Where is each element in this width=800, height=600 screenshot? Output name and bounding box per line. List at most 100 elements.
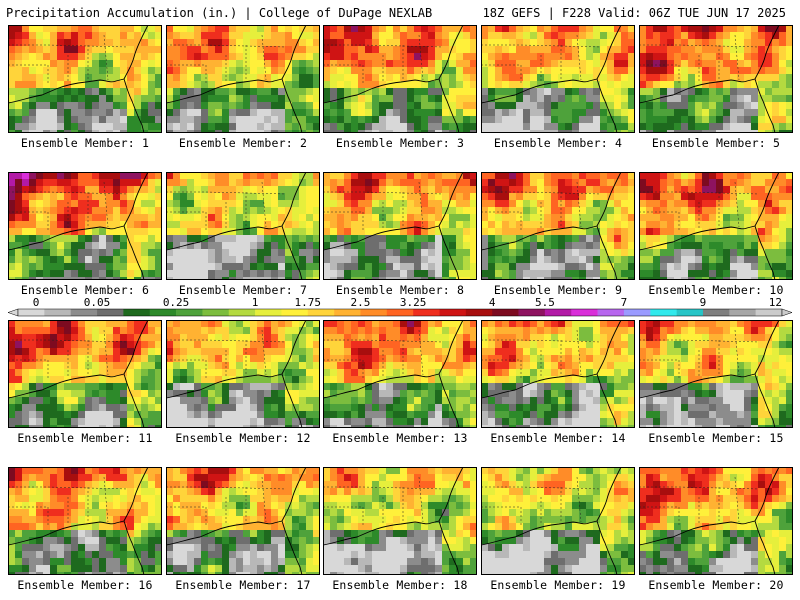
ensemble-member-panel: Ensemble Member: 15: [639, 320, 793, 445]
ensemble-member-panel: Ensemble Member: 13: [323, 320, 477, 445]
panel-frame: [481, 467, 635, 575]
state-borders: [639, 329, 760, 380]
ensemble-member-label: Ensemble Member: 13: [332, 431, 468, 445]
state-borders: [323, 34, 444, 85]
panel-frame: [639, 320, 793, 428]
colorbar-swatch: [360, 309, 388, 316]
precipitation-map: [481, 320, 635, 428]
coastline: [639, 467, 780, 575]
coastline: [639, 320, 780, 428]
state-borders: [481, 181, 602, 232]
colorbar-swatch: [465, 309, 493, 316]
precipitation-field: [639, 320, 793, 428]
precipitation-map: [8, 25, 162, 133]
precipitation-map: [481, 172, 635, 280]
ensemble-member-panel: Ensemble Member: 10: [639, 172, 793, 297]
state-borders: [323, 181, 444, 232]
panel-frame: [481, 172, 635, 280]
ensemble-member-panel: Ensemble Member: 8: [323, 172, 477, 297]
ensemble-member-panel: Ensemble Member: 3: [323, 25, 477, 150]
colorbar-swatch: [97, 309, 124, 316]
state-borders: [166, 329, 287, 380]
colorbar-swatch: [729, 309, 756, 316]
colorbar-swatch: [334, 309, 361, 316]
panel-frame: [8, 172, 162, 280]
map-title: Precipitation Accumulation (in.) | Colle…: [6, 6, 433, 20]
ensemble-member-panel: Ensemble Member: 20: [639, 467, 793, 592]
ensemble-member-panel: Ensemble Member: 19: [481, 467, 635, 592]
colorbar-tick-label: 0.25: [163, 297, 190, 309]
state-borders: [481, 34, 602, 85]
precipitation-map: [323, 320, 477, 428]
colorbar-tick-label: 1.75: [295, 297, 322, 309]
colorbar-swatch: [439, 309, 467, 316]
state-borders: [639, 476, 760, 527]
precipitation-map: [8, 467, 162, 575]
panel-frame: [481, 320, 635, 428]
panel-frame: [166, 320, 320, 428]
precipitation-field: [323, 467, 477, 575]
ensemble-member-panel: Ensemble Member: 2: [166, 25, 320, 150]
precipitation-map: [639, 172, 793, 280]
colorbar-tick-label: 0.05: [84, 297, 111, 309]
panel-frame: [8, 467, 162, 575]
state-borders: [8, 329, 129, 380]
precipitation-field: [639, 172, 793, 280]
coastline: [323, 467, 464, 575]
precipitation-field: [8, 172, 162, 280]
panel-frame: [323, 172, 477, 280]
ensemble-member-label: Ensemble Member: 12: [175, 431, 311, 445]
colorbar-swatch: [413, 309, 440, 316]
ensemble-member-label: Ensemble Member: 10: [648, 283, 784, 297]
colorbar-swatch: [571, 309, 598, 316]
coastline: [481, 25, 622, 133]
colorbar-tick-label: 2.5: [351, 297, 371, 309]
precipitation-map: [323, 467, 477, 575]
precipitation-field: [481, 467, 635, 575]
precipitation-field: [481, 320, 635, 428]
colorbar-swatch: [544, 309, 572, 316]
state-borders: [166, 181, 287, 232]
state-borders: [639, 181, 760, 232]
precipitation-field: [639, 25, 793, 133]
colorbar-tick-label: 3.25: [400, 297, 427, 309]
ensemble-member-panel: Ensemble Member: 9: [481, 172, 635, 297]
panel-frame: [8, 320, 162, 428]
colorbar-tick-label: 12: [769, 297, 782, 309]
precipitation-field: [639, 467, 793, 575]
ensemble-member-panel: Ensemble Member: 14: [481, 320, 635, 445]
ensemble-member-panel: Ensemble Member: 1: [8, 25, 162, 150]
state-borders: [8, 181, 129, 232]
coastline: [481, 320, 622, 428]
coastline: [323, 320, 464, 428]
coastline: [481, 172, 622, 280]
colorbar-swatch: [228, 309, 256, 316]
coastline: [639, 25, 780, 133]
colorbar-tick-label: 9: [700, 297, 707, 309]
precipitation-map: [166, 172, 320, 280]
state-borders: [8, 34, 129, 85]
precipitation-field: [166, 467, 320, 575]
panel-frame: [8, 25, 162, 133]
ensemble-member-label: Ensemble Member: 19: [490, 578, 626, 592]
coastline: [166, 172, 307, 280]
colorbar-swatch: [44, 309, 71, 316]
colorbar-swatch: [176, 309, 203, 316]
coastline: [481, 467, 622, 575]
coastline: [8, 467, 149, 575]
colorbar-tick-label: 7: [621, 297, 628, 309]
ensemble-member-panel: Ensemble Member: 6: [8, 172, 162, 297]
state-borders: [323, 329, 444, 380]
precipitation-field: [323, 25, 477, 133]
ensemble-member-label: Ensemble Member: 14: [490, 431, 626, 445]
precipitation-field: [323, 172, 477, 280]
coastline: [639, 172, 780, 280]
colorbar-swatch: [650, 309, 677, 316]
coastline: [8, 320, 149, 428]
ensemble-member-panel: Ensemble Member: 17: [166, 467, 320, 592]
colorbar-swatch: [676, 309, 704, 316]
precipitation-map: [323, 25, 477, 133]
colorbar-swatch: [386, 309, 414, 316]
ensemble-member-label: Ensemble Member: 17: [175, 578, 311, 592]
state-borders: [166, 34, 287, 85]
